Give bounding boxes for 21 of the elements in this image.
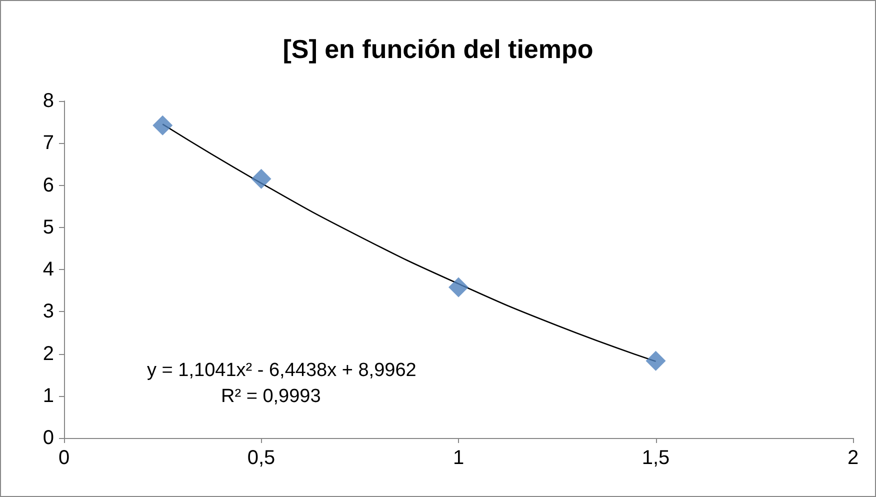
annotation: R² = 0,9993 [221, 386, 321, 407]
x-tick-label: 0 [58, 447, 70, 469]
x-tick-label: 1,5 [642, 447, 670, 469]
y-tick-label: 2 [42, 342, 54, 365]
point [251, 168, 272, 189]
point [646, 350, 666, 371]
y-tick-label: 3 [42, 300, 54, 323]
x-tick-label: 0,5 [247, 447, 276, 469]
y-tick-label: 1 [42, 384, 54, 407]
y-tick-label: 6 [42, 174, 54, 196]
point [152, 115, 173, 136]
y-tick-label: 8 [42, 90, 54, 112]
x-tick-label: 1 [452, 447, 464, 469]
x-tick-label: 2 [847, 447, 859, 469]
y-tick-label: 0 [42, 427, 54, 449]
point [448, 277, 468, 298]
chart-title: [S] en función del tiempo [282, 34, 594, 64]
y-tick-label: 4 [42, 258, 54, 280]
y-tick-label: 5 [42, 216, 54, 238]
y-tick-label: 7 [42, 132, 54, 154]
annotation: y = 1,1041x² - 6,4438x + 8,9962 [147, 360, 416, 381]
